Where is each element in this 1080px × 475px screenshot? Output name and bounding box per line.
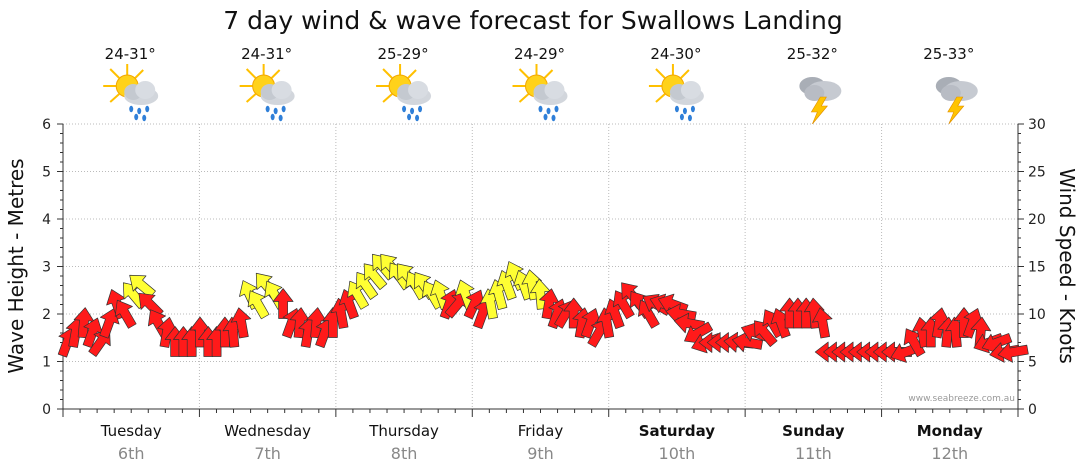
thunderstorm-icon <box>799 76 842 125</box>
weather-icon-row <box>102 63 979 125</box>
wind-arrow <box>997 342 1029 363</box>
day-date-label: 11th <box>795 444 832 463</box>
day-name-label: Friday <box>518 422 564 440</box>
y-left-tick-label: 6 <box>42 117 51 133</box>
day-date-label: 10th <box>659 444 696 463</box>
chart-title: 7 day wind & wave forecast for Swallows … <box>223 6 842 35</box>
wind-arrow <box>129 274 156 299</box>
day-date-label: 12th <box>931 444 968 463</box>
y-left-axis-title: Wave Height - Metres <box>4 158 28 373</box>
day-date-label: 9th <box>527 444 554 463</box>
day-name-label: Monday <box>917 422 983 440</box>
y-right-tick-label: 20 <box>1028 212 1046 228</box>
wind-arrow <box>114 299 137 329</box>
sun-cloud-rain-icon <box>238 63 296 123</box>
temperature-range-label: 24-29° <box>514 45 565 63</box>
y-right-axis-title: Wind Speed - Knots <box>1055 168 1079 364</box>
day-name-label: Thursday <box>368 422 439 440</box>
temperature-range-label: 25-29° <box>378 45 429 63</box>
temperature-range-label: 25-32° <box>787 45 838 63</box>
y-left-tick-label: 2 <box>42 307 51 323</box>
day-date-label: 8th <box>391 444 418 463</box>
temperature-range-label: 24-30° <box>650 45 701 63</box>
y-left-tick-label: 0 <box>42 402 51 418</box>
temperature-range-label: 25-33° <box>923 45 974 63</box>
sun-cloud-rain-icon <box>375 63 433 123</box>
source-credit: www.seabreeze.com.au <box>908 394 1015 404</box>
y-left-tick-label: 1 <box>42 355 51 371</box>
y-right-tick-label: 30 <box>1028 117 1046 133</box>
y-left-tick-label: 4 <box>42 212 51 228</box>
temperature-range-label: 24-31° <box>241 45 292 63</box>
sun-cloud-rain-icon <box>647 63 705 123</box>
y-left-tick-label: 5 <box>42 165 51 181</box>
wind-arrow <box>230 307 252 339</box>
axes: 0 1 2 3 4 5 6 0 5 10 15 20 25 30 <box>42 117 1046 418</box>
grid <box>63 123 1018 409</box>
day-date-label: 7th <box>254 444 281 463</box>
day-name-label: Wednesday <box>224 422 311 440</box>
y-right-tick-label: 0 <box>1028 402 1037 418</box>
day-name-label: Tuesday <box>100 422 162 440</box>
day-labels: Tuesday 6th Wednesday 7th Thursday 8th Friday 9… <box>100 422 983 463</box>
wind-arrow <box>812 307 833 339</box>
y-right-tick-label: 15 <box>1028 260 1046 276</box>
wind-arrow <box>272 288 294 319</box>
wind-arrow-series <box>57 253 1029 363</box>
y-right-tick-label: 10 <box>1028 307 1046 323</box>
temperature-range-label: 24-31° <box>105 45 156 63</box>
y-right-tick-label: 5 <box>1028 355 1037 371</box>
day-name-label: Saturday <box>639 422 716 440</box>
sun-cloud-rain-icon <box>511 63 569 123</box>
day-name-label: Sunday <box>782 422 845 440</box>
y-left-tick-label: 3 <box>42 260 51 276</box>
y-right-tick-label: 25 <box>1028 165 1046 181</box>
wind-arrow <box>99 308 120 339</box>
thunderstorm-icon <box>935 76 979 125</box>
sun-cloud-rain-icon <box>102 63 160 123</box>
temperature-row: 24-31° 24-31° 25-29° 24-29° 24-30° 25-32° 25-3… <box>105 45 975 63</box>
day-date-label: 6th <box>118 444 145 463</box>
